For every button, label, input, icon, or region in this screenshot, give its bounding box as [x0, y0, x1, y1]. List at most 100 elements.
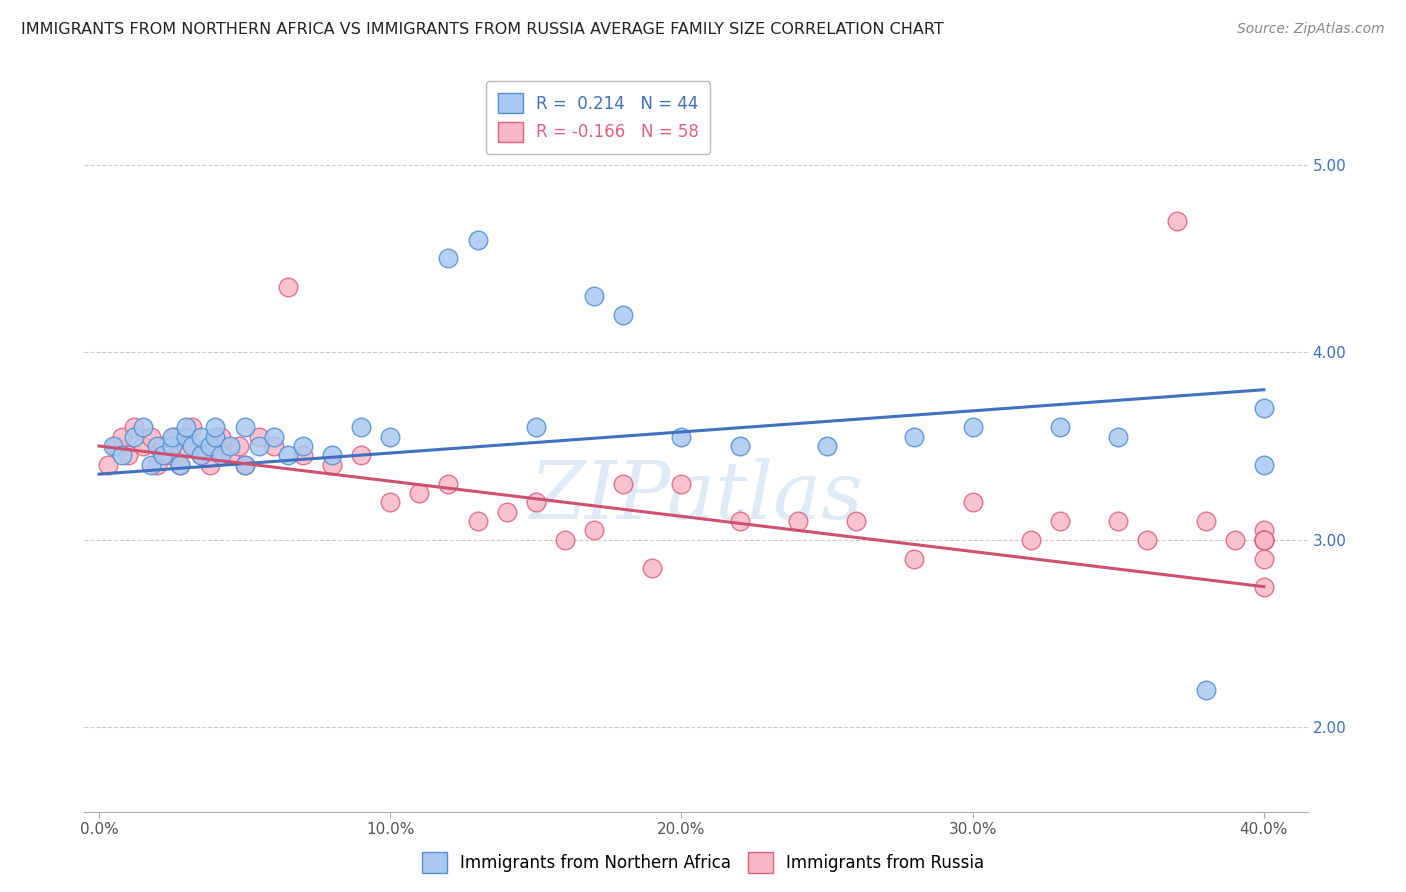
Point [209, 429, 232, 443]
Point [1253, 401, 1275, 416]
Point [583, 289, 606, 303]
Point [583, 524, 606, 538]
Point [641, 561, 664, 575]
Point [117, 449, 139, 463]
Text: Source: ZipAtlas.com: Source: ZipAtlas.com [1237, 22, 1385, 37]
Point [1195, 682, 1218, 697]
Point [524, 420, 547, 434]
Point [1253, 458, 1275, 472]
Point [174, 439, 197, 453]
Point [190, 449, 212, 463]
Point [962, 495, 984, 509]
Point [1049, 514, 1071, 528]
Point [204, 439, 226, 453]
Point [204, 429, 226, 443]
Point [408, 486, 430, 500]
Point [1253, 533, 1275, 547]
Point [380, 429, 402, 443]
Point [181, 439, 204, 453]
Point [247, 429, 270, 443]
Point [157, 449, 180, 463]
Point [1107, 514, 1129, 528]
Point [263, 439, 285, 453]
Point [169, 458, 191, 472]
Point [612, 476, 634, 491]
Point [350, 449, 373, 463]
Point [321, 458, 343, 472]
Point [122, 420, 145, 434]
Text: IMMIGRANTS FROM NORTHERN AFRICA VS IMMIGRANTS FROM RUSSIA AVERAGE FAMILY SIZE CO: IMMIGRANTS FROM NORTHERN AFRICA VS IMMIG… [21, 22, 943, 37]
Point [671, 429, 693, 443]
Point [152, 449, 174, 463]
Point [131, 420, 153, 434]
Point [146, 458, 169, 472]
Point [524, 495, 547, 509]
Point [219, 449, 242, 463]
Point [291, 449, 314, 463]
Point [437, 252, 460, 266]
Point [263, 429, 285, 443]
Point [152, 439, 174, 453]
Point [1253, 551, 1275, 566]
Point [247, 439, 270, 453]
Point [845, 514, 868, 528]
Point [1253, 533, 1275, 547]
Point [903, 429, 925, 443]
Point [198, 439, 221, 453]
Point [815, 439, 838, 453]
Point [1019, 533, 1042, 547]
Point [1223, 533, 1246, 547]
Point [1136, 533, 1159, 547]
Point [1253, 533, 1275, 547]
Point [141, 429, 163, 443]
Point [181, 420, 204, 434]
Point [190, 449, 212, 463]
Point [1107, 429, 1129, 443]
Point [174, 420, 197, 434]
Point [169, 458, 191, 472]
Point [495, 505, 517, 519]
Point [350, 420, 373, 434]
Point [209, 449, 232, 463]
Point [97, 458, 120, 472]
Point [163, 429, 186, 443]
Point [671, 476, 693, 491]
Point [233, 458, 256, 472]
Point [380, 495, 402, 509]
Point [131, 439, 153, 453]
Point [437, 476, 460, 491]
Point [903, 551, 925, 566]
Point [146, 439, 169, 453]
Point [103, 439, 125, 453]
Text: ZIPatlas: ZIPatlas [529, 458, 863, 536]
Point [1166, 214, 1188, 228]
Point [728, 514, 751, 528]
Point [233, 458, 256, 472]
Point [1253, 524, 1275, 538]
Point [1253, 533, 1275, 547]
Point [111, 449, 134, 463]
Point [122, 429, 145, 443]
Point [233, 420, 256, 434]
Point [321, 449, 343, 463]
Point [105, 439, 128, 453]
Point [160, 439, 183, 453]
Point [277, 449, 299, 463]
Point [174, 429, 197, 443]
Point [612, 308, 634, 322]
Point [467, 233, 489, 247]
Point [228, 439, 250, 453]
Point [111, 429, 134, 443]
Point [291, 439, 314, 453]
Point [962, 420, 984, 434]
Point [728, 439, 751, 453]
Point [198, 458, 221, 472]
Point [277, 279, 299, 293]
Point [1195, 514, 1218, 528]
Point [554, 533, 576, 547]
Legend: R =  0.214   N = 44, R = -0.166   N = 58: R = 0.214 N = 44, R = -0.166 N = 58 [486, 81, 710, 153]
Point [467, 514, 489, 528]
Point [190, 429, 212, 443]
Point [1253, 533, 1275, 547]
Point [219, 439, 242, 453]
